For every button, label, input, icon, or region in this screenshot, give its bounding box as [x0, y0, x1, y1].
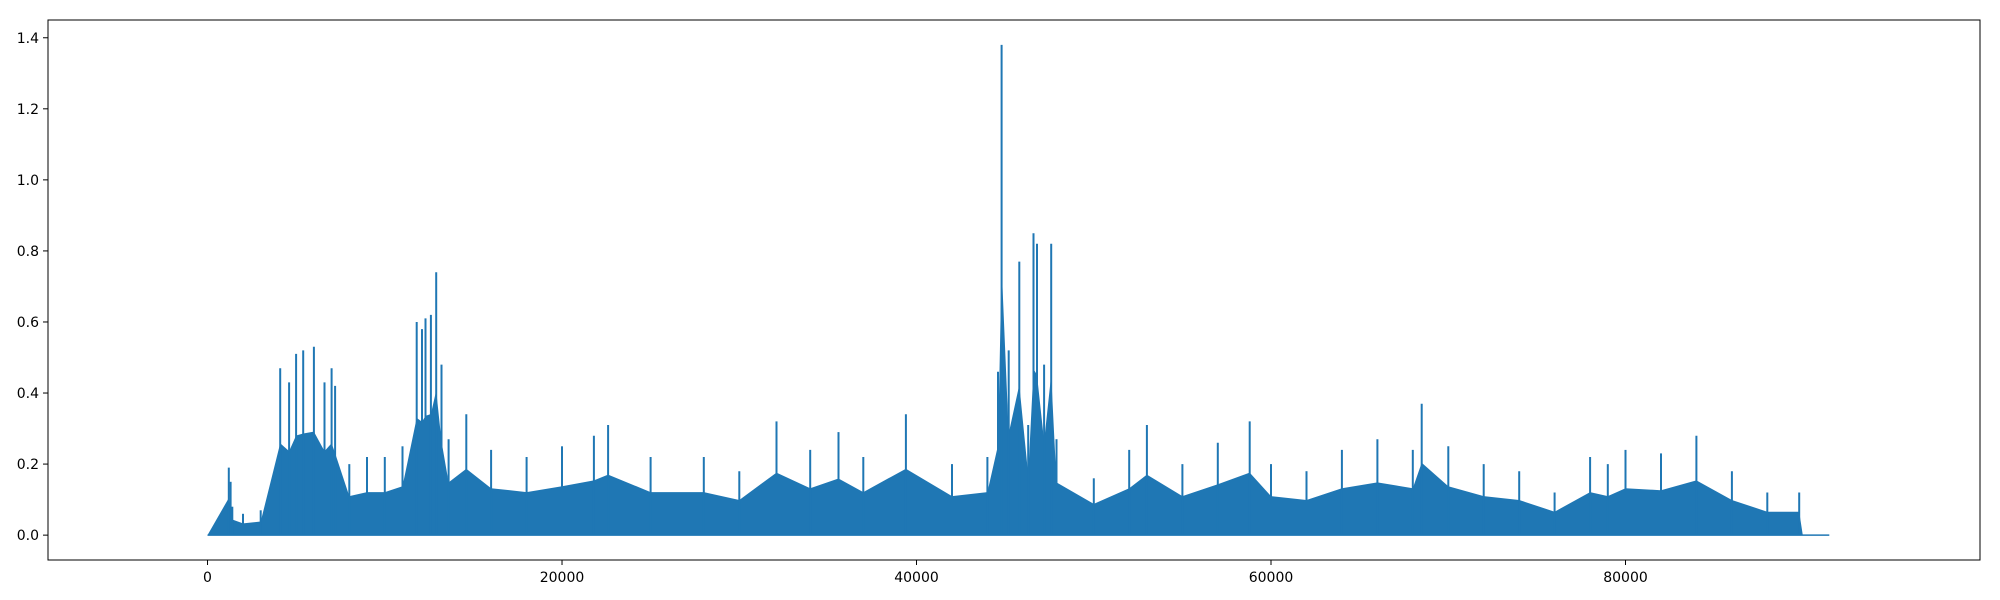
x-tick-label: 0 — [203, 570, 212, 586]
plot-frame — [47, 19, 1981, 561]
series-layer — [207, 44, 1830, 536]
x-axis: 0 20000 40000 60000 80000 — [203, 560, 1648, 586]
y-tick-label: 0.0 — [17, 528, 39, 544]
y-tick-label: 1.2 — [17, 102, 39, 118]
y-tick-label: 0.2 — [17, 457, 39, 473]
y-tick-label: 1.4 — [17, 31, 39, 47]
x-tick-label: 40000 — [894, 570, 939, 586]
y-tick-label: 0.4 — [17, 386, 39, 402]
x-tick-label: 60000 — [1249, 570, 1294, 586]
y-axis: 0.0 0.2 0.4 0.6 0.8 1.0 1.2 1.4 — [17, 31, 48, 544]
y-tick-label: 0.8 — [17, 244, 39, 260]
x-tick-label: 20000 — [540, 570, 585, 586]
x-tick-label: 80000 — [1603, 570, 1648, 586]
y-tick-label: 0.6 — [17, 315, 39, 331]
y-tick-label: 1.0 — [17, 173, 39, 189]
